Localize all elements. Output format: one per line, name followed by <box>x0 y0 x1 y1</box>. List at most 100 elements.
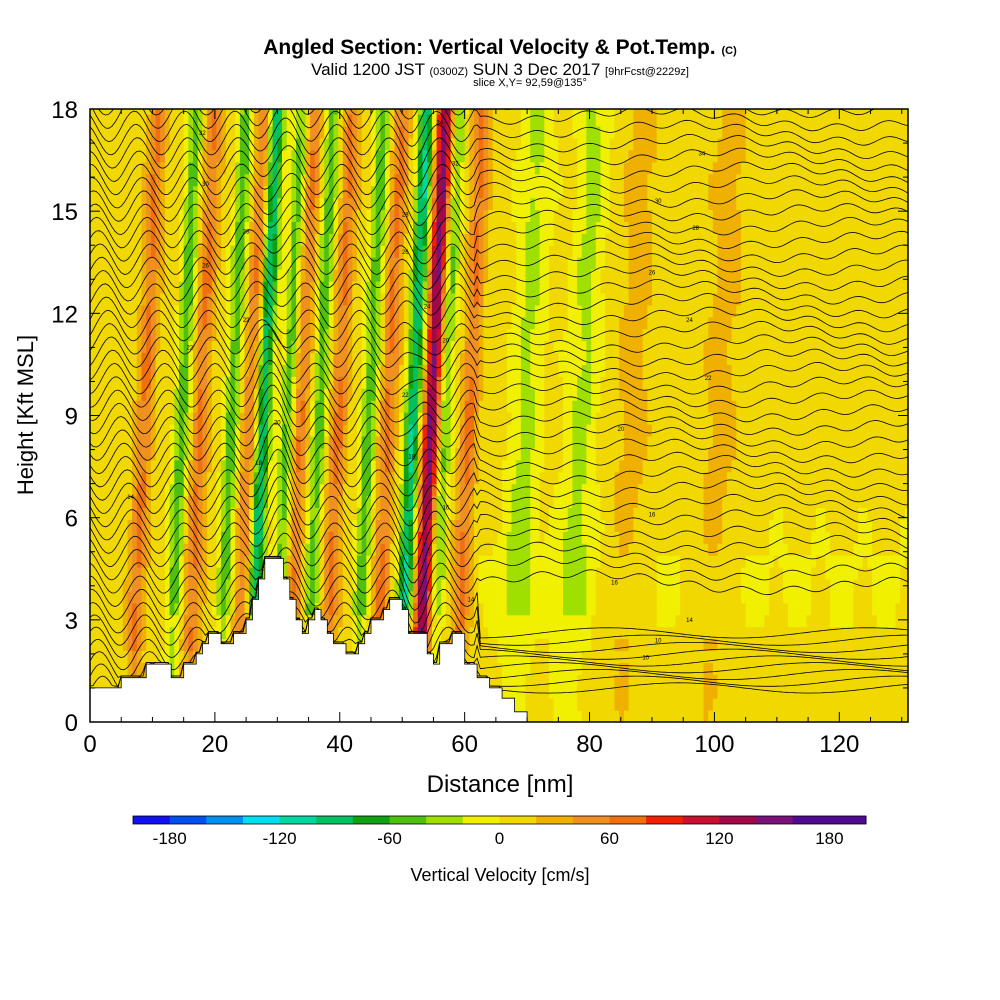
velocity-cell <box>230 161 236 175</box>
velocity-cell <box>179 543 185 556</box>
velocity-cell <box>497 292 503 306</box>
velocity-cell <box>249 555 255 568</box>
velocity-cell <box>520 650 527 663</box>
velocity-cell <box>408 507 414 520</box>
velocity-cell <box>282 555 288 568</box>
velocity-cell <box>403 376 410 389</box>
velocity-cell <box>338 555 344 568</box>
velocity-cell <box>394 221 400 234</box>
velocity-cell <box>193 626 199 640</box>
velocity-cell <box>469 602 475 616</box>
velocity-cell <box>164 233 171 246</box>
velocity-cell <box>300 245 306 258</box>
velocity-cell <box>277 459 283 473</box>
velocity-cell <box>150 400 157 413</box>
velocity-cell <box>347 281 353 294</box>
velocity-cell <box>478 531 484 544</box>
velocity-cell <box>431 471 438 485</box>
velocity-cell <box>375 447 381 461</box>
velocity-cell <box>169 531 175 544</box>
velocity-cell <box>150 149 157 163</box>
velocity-cell <box>328 614 335 628</box>
velocity-cell <box>403 388 410 401</box>
velocity-cell <box>436 459 442 473</box>
velocity-cell <box>413 304 419 318</box>
velocity-cell <box>291 316 297 330</box>
velocity-cell <box>193 483 199 497</box>
velocity-cell <box>455 328 461 342</box>
velocity-cell <box>94 257 100 270</box>
velocity-cell <box>506 328 513 342</box>
velocity-cell <box>141 602 147 616</box>
velocity-cell <box>342 173 349 187</box>
velocity-cell <box>347 209 353 222</box>
velocity-cell <box>113 340 119 354</box>
velocity-cell <box>338 340 344 354</box>
velocity-cell <box>347 197 353 210</box>
velocity-cell <box>441 173 447 187</box>
velocity-cell <box>328 304 335 318</box>
velocity-cell <box>417 185 424 199</box>
velocity-cell <box>525 328 531 342</box>
velocity-cell <box>371 109 377 115</box>
velocity-cell <box>155 543 161 556</box>
velocity-cell <box>230 412 236 425</box>
velocity-cell <box>478 364 484 377</box>
velocity-cell <box>282 257 288 270</box>
velocity-cell <box>268 185 274 199</box>
velocity-cell <box>511 245 517 258</box>
velocity-cell <box>328 197 335 210</box>
velocity-cell <box>132 662 138 675</box>
velocity-cell <box>333 257 339 270</box>
velocity-cell <box>197 638 203 652</box>
velocity-cell <box>197 400 203 413</box>
velocity-cell <box>263 531 269 544</box>
velocity-cell <box>122 638 129 652</box>
velocity-cell <box>333 245 339 258</box>
velocity-cell <box>319 149 325 163</box>
velocity-cell <box>150 388 157 401</box>
velocity-cell <box>202 126 208 139</box>
velocity-cell <box>525 424 531 437</box>
velocity-cell <box>492 590 499 604</box>
velocity-cell <box>375 316 381 330</box>
velocity-cell <box>427 519 433 532</box>
velocity-cell <box>99 340 105 354</box>
velocity-cell <box>394 447 400 461</box>
velocity-cell <box>291 328 297 342</box>
velocity-cell <box>413 435 419 449</box>
velocity-cell <box>305 269 311 282</box>
velocity-cell <box>385 435 391 449</box>
velocity-cell <box>492 281 499 294</box>
velocity-cell <box>108 519 114 532</box>
velocity-cell <box>118 197 124 210</box>
velocity-cell <box>286 328 292 342</box>
velocity-cell <box>296 471 302 485</box>
velocity-cell <box>314 471 321 485</box>
velocity-cell <box>483 197 489 210</box>
velocity-cell <box>296 412 302 425</box>
velocity-cell <box>291 590 297 604</box>
velocity-cell <box>371 519 377 532</box>
velocity-cell <box>436 316 442 330</box>
velocity-cell <box>202 388 208 401</box>
velocity-cell <box>361 257 367 270</box>
velocity-cell <box>520 579 527 592</box>
velocity-cell <box>141 316 147 330</box>
velocity-cell <box>268 507 274 520</box>
velocity-cell <box>403 126 410 139</box>
velocity-cell <box>492 185 499 199</box>
velocity-cell <box>324 185 330 199</box>
velocity-cell <box>179 197 185 210</box>
velocity-cell <box>389 149 395 163</box>
velocity-cell <box>492 507 499 520</box>
velocity-cell <box>394 245 400 258</box>
velocity-cell <box>361 364 367 377</box>
velocity-cell <box>221 185 227 199</box>
velocity-cell <box>371 376 377 389</box>
velocity-cell <box>371 316 377 330</box>
velocity-cell <box>488 185 494 199</box>
velocity-cell <box>174 281 180 294</box>
velocity-cell <box>520 602 527 616</box>
velocity-cell <box>506 245 513 258</box>
